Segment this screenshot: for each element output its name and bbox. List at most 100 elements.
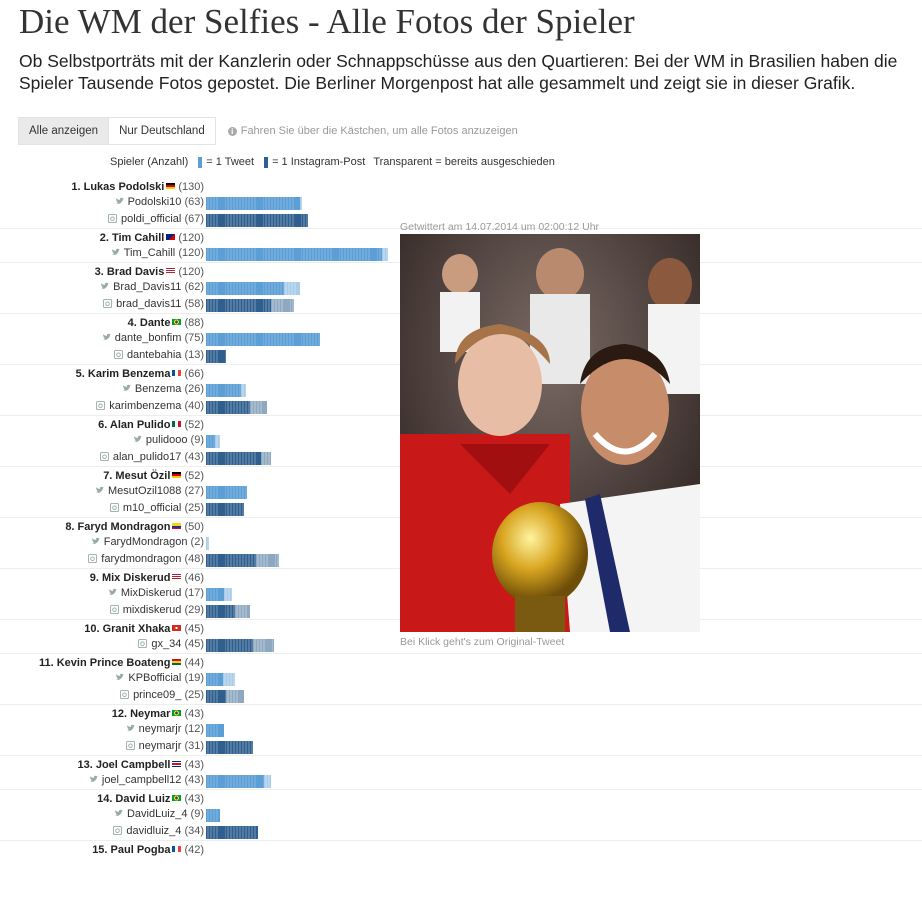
bar-segment-active[interactable] — [206, 809, 220, 822]
account-count: (2) — [190, 536, 204, 548]
bar-segment-eliminated[interactable] — [300, 197, 302, 210]
account-handle[interactable]: Podolski10 — [127, 196, 185, 208]
account-handle[interactable]: neymarjr — [138, 740, 185, 752]
twitter-account-row: Brad_Davis11 (62) — [0, 279, 922, 296]
instagram-account-row: davidluiz_4 (34) — [0, 823, 922, 840]
bar-segment-eliminated[interactable] — [215, 435, 220, 448]
bar-segment-active[interactable] — [206, 690, 226, 703]
account-handle[interactable]: Tim_Cahill — [123, 247, 179, 259]
twitter-bird-icon — [100, 282, 110, 291]
account-handle[interactable]: pulidooo — [145, 434, 191, 446]
bar-segment-active[interactable] — [206, 639, 254, 652]
instagram-camera-icon — [88, 554, 98, 563]
account-handle[interactable]: dantebahia — [126, 349, 185, 361]
player-header: 7. Mesut Özil (52) — [0, 467, 922, 483]
bar-segment-eliminated[interactable] — [234, 605, 251, 618]
bar-segment-eliminated[interactable] — [225, 690, 244, 703]
account-label: dante_bonfim (75) — [102, 332, 204, 344]
account-handle[interactable]: MixDiskerud — [120, 587, 185, 599]
show-all-button[interactable]: Alle anzeigen — [18, 117, 110, 145]
bar-segment-active[interactable] — [206, 826, 258, 839]
player-total: (120) — [178, 232, 204, 244]
twitter-account-row: DavidLuiz_4 (9) — [0, 806, 922, 823]
bar-segment-eliminated[interactable] — [283, 282, 301, 295]
bar-segment-active[interactable] — [206, 248, 383, 261]
account-handle[interactable]: Brad_Davis11 — [113, 281, 185, 293]
twitter-bird-icon — [114, 809, 123, 818]
bar-segment-eliminated[interactable] — [260, 452, 272, 465]
bar-segment-active[interactable] — [206, 384, 241, 397]
bar-segment-active[interactable] — [206, 333, 320, 346]
bar-segment-active[interactable] — [206, 435, 216, 448]
account-label: Podolski10 (63) — [115, 196, 204, 208]
bar-segment-active[interactable] — [206, 401, 251, 414]
bar-segment-active[interactable] — [206, 452, 261, 465]
bar-segment-active[interactable] — [206, 350, 226, 363]
account-count: (12) — [184, 723, 204, 735]
bar-segment-active[interactable] — [206, 588, 225, 601]
account-label: joel_campbell12 (43) — [89, 774, 204, 786]
account-handle[interactable]: davidluiz_4 — [126, 825, 185, 837]
bar-segment-active[interactable] — [206, 554, 257, 567]
bar-segment-active[interactable] — [206, 724, 225, 737]
bar-segment-active[interactable] — [206, 605, 235, 618]
twitter-account-row: pulidooo (9) — [0, 432, 922, 449]
twitter-account-row: Benzema (26) — [0, 381, 922, 398]
instagram-camera-icon — [109, 605, 119, 614]
instagram-camera-icon — [125, 741, 135, 750]
bar-segment-eliminated[interactable] — [206, 537, 210, 550]
bar-segment-eliminated[interactable] — [382, 248, 389, 261]
account-handle[interactable]: prince09_ — [133, 689, 185, 701]
player-rank-name: 1. Lukas Podolski — [71, 181, 165, 193]
account-handle[interactable]: farydmondragon — [101, 553, 185, 565]
bar-segment-active[interactable] — [206, 214, 308, 227]
account-handle[interactable]: dante_bonfim — [114, 332, 185, 344]
account-handle[interactable]: joel_campbell12 — [101, 774, 185, 786]
account-handle[interactable]: neymarjr — [138, 723, 185, 735]
germany-only-button[interactable]: Nur Deutschland — [109, 117, 216, 145]
account-handle[interactable]: Benzema — [134, 383, 185, 395]
selfie-photo[interactable] — [400, 234, 700, 632]
bar-segment-eliminated[interactable] — [240, 384, 246, 397]
bar-segment-eliminated[interactable] — [224, 588, 232, 601]
bar-segment-eliminated[interactable] — [263, 775, 272, 788]
bar-segment-active[interactable] — [206, 282, 284, 295]
bar-segment-active[interactable] — [206, 503, 244, 516]
account-handle[interactable]: DavidLuiz_4 — [126, 808, 191, 820]
bar-segment-active[interactable] — [206, 299, 272, 312]
account-count: (75) — [184, 332, 204, 344]
legend-instagram: = 1 Instagram-Post — [272, 156, 366, 168]
instagram-account-row: brad_davis11 (58) — [0, 296, 922, 313]
player-rank-name: 10. Granit Xhaka — [84, 623, 171, 635]
bar-segment-active[interactable] — [206, 741, 254, 754]
account-handle[interactable]: brad_davis11 — [116, 298, 185, 310]
account-handle[interactable]: mixdiskerud — [122, 604, 185, 616]
account-handle[interactable]: gx_34 — [151, 638, 185, 650]
account-label: neymarjr (12) — [126, 723, 204, 735]
account-handle[interactable]: karimbenzema — [109, 400, 185, 412]
player-header: 2. Tim Cahill (120) — [0, 229, 922, 245]
account-handle[interactable]: m10_official — [122, 502, 185, 514]
bar-segment-active[interactable] — [206, 486, 248, 499]
filter-bar: Alle anzeigen Nur Deutschland i Fahren S… — [18, 117, 518, 145]
bar-segment-active[interactable] — [206, 197, 301, 210]
account-handle[interactable]: alan_pulido17 — [112, 451, 185, 463]
account-handle[interactable]: KPBofficial — [128, 672, 185, 684]
bar-segment-eliminated[interactable] — [222, 673, 235, 686]
bar-segment-eliminated[interactable] — [250, 401, 267, 414]
account-handle[interactable]: poldi_official — [121, 213, 185, 225]
ghana-flag-icon — [172, 659, 182, 665]
legend: Spieler (Anzahl) = 1 Tweet = 1 Instagram… — [110, 156, 555, 168]
bar-segment-eliminated[interactable] — [271, 299, 295, 312]
account-handle[interactable]: FarydMondragon — [103, 536, 191, 548]
brazil-flag-icon — [172, 795, 182, 801]
bar-segment-active[interactable] — [206, 775, 264, 788]
bar-segment-eliminated[interactable] — [256, 554, 279, 567]
player-header: 11. Kevin Prince Boateng (44) — [0, 654, 922, 670]
instagram-account-row: prince09_ (25) — [0, 687, 922, 704]
player-total: (43) — [184, 759, 204, 771]
bar-segment-active[interactable] — [206, 673, 223, 686]
bar-segment-eliminated[interactable] — [253, 639, 275, 652]
account-handle[interactable]: MesutOzil1088 — [108, 485, 185, 497]
player-total: (44) — [184, 657, 204, 669]
